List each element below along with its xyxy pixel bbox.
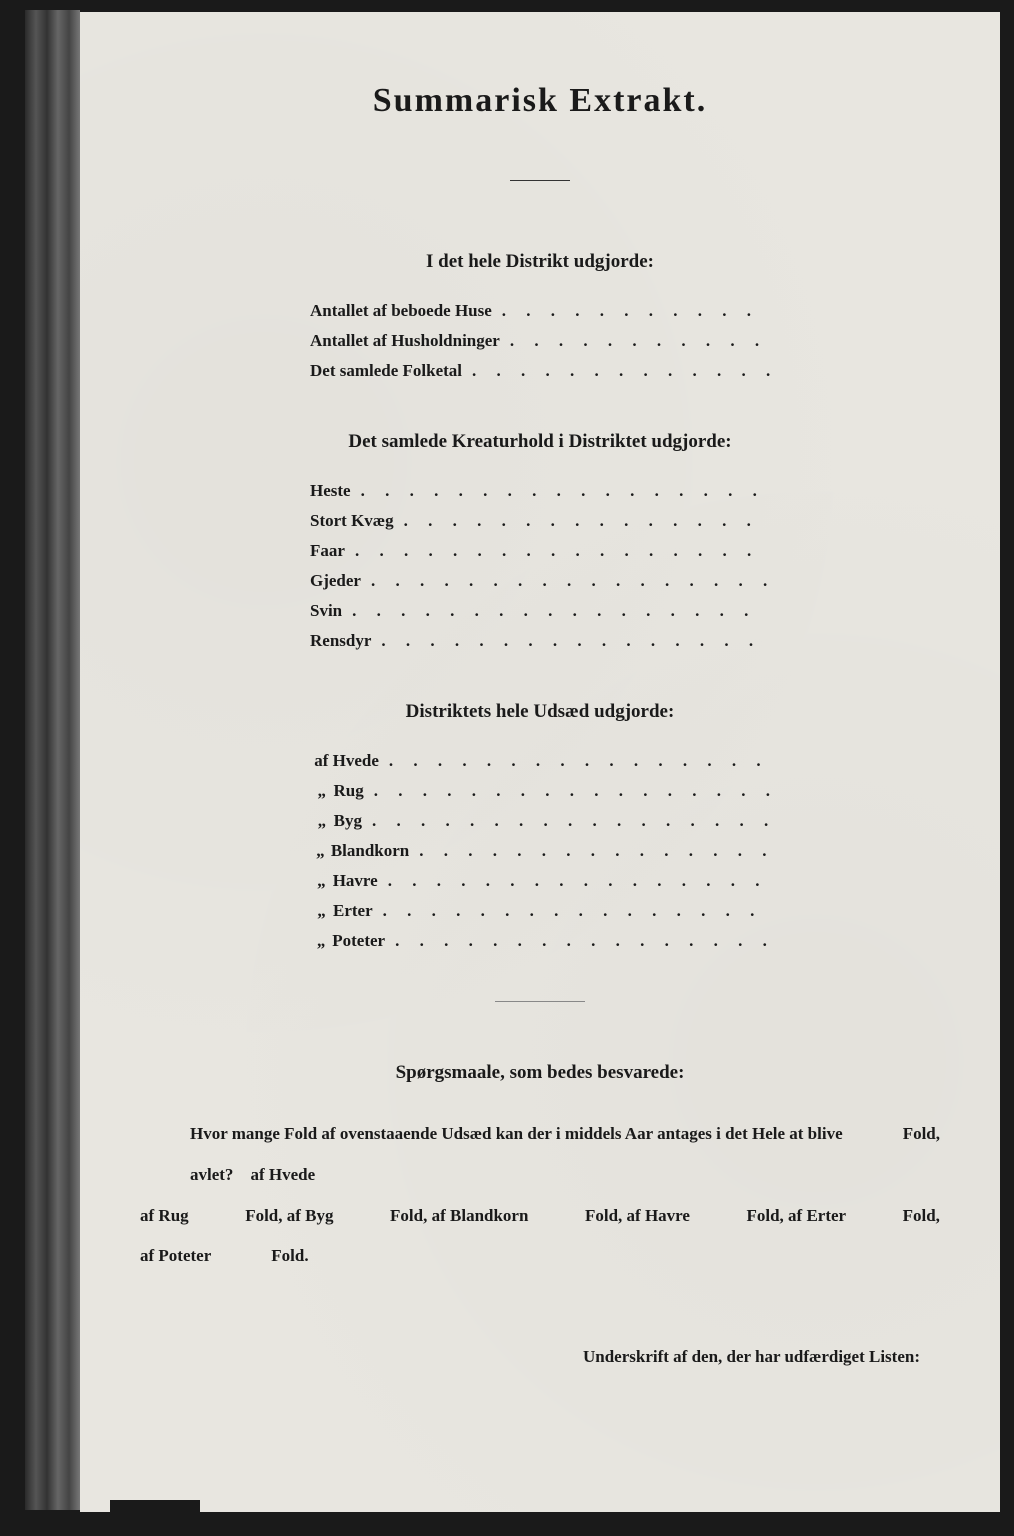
section3-block: af Hvede . . . . . . . . . . . . . . . .… (310, 751, 770, 951)
row-label: Antallet af beboede Huse (310, 301, 492, 321)
ditto-prefix: „ (310, 901, 333, 921)
leader-dots: . . . . . . . . . . . . . . . . . (385, 931, 770, 951)
section2-heading: Det samlede Kreaturhold i Distriktet udg… (130, 431, 950, 453)
row-label: Poteter (332, 931, 385, 951)
leader-dots: . . . . . . . . . . . . . . . . . (378, 871, 770, 891)
list-item: „ Blandkorn . . . . . . . . . . . . . . … (310, 841, 770, 861)
list-item: Det samlede Folketal . . . . . . . . . .… (310, 361, 770, 381)
list-item: Antallet af Husholdninger . . . . . . . … (310, 331, 770, 351)
ditto-prefix: „ (310, 841, 331, 861)
ditto-prefix: „ (310, 871, 333, 891)
row-label: Stort Kvæg (310, 511, 394, 531)
list-item: Rensdyr . . . . . . . . . . . . . . . . … (310, 631, 770, 651)
leader-dots: . . . . . . . . . . . . . . . . . (394, 511, 770, 531)
question-text: Hvor mange Fold af ovenstaaende Udsæd ka… (140, 1114, 863, 1196)
row-label: Hvede (333, 751, 379, 771)
fold-label: Fold, (903, 1196, 940, 1237)
section1-heading: I det hele Distrikt udgjorde: (130, 251, 950, 273)
list-item: Faar . . . . . . . . . . . . . . . . . (310, 541, 770, 561)
page-title: Summarisk Extrakt. (130, 82, 950, 120)
question-item: Fold, af Blandkorn (390, 1196, 528, 1237)
question-item: af Rug (140, 1196, 189, 1237)
question-item: af Poteter (140, 1236, 211, 1277)
leader-dots: . . . . . . . . . . . . . . . . . (371, 631, 770, 651)
leader-dots: . . . . . . . . . . . . . . . . . (462, 361, 770, 381)
list-item: „ Erter . . . . . . . . . . . . . . . . … (310, 901, 770, 921)
questions-block: Hvor mange Fold af ovenstaaende Udsæd ka… (130, 1114, 950, 1277)
list-item: „ Byg . . . . . . . . . . . . . . . . . (310, 811, 770, 831)
leader-dots: . . . . . . . . . . . . . . . . . (342, 601, 770, 621)
leader-dots: . . . . . . . . . . . . . . . . . (500, 331, 770, 351)
list-item: Antallet af beboede Huse . . . . . . . .… (310, 301, 770, 321)
question-item: Fold, af Havre (585, 1196, 690, 1237)
leader-dots: . . . . . . . . . . . . . . . . . (345, 541, 770, 561)
row-label: Gjeder (310, 571, 361, 591)
document-page: Summarisk Extrakt. I det hele Distrikt u… (80, 12, 1000, 1512)
signature-line: Underskrift af den, der har udfærdiget L… (130, 1347, 950, 1367)
row-label: Det samlede Folketal (310, 361, 462, 381)
leader-dots: . . . . . . . . . . . . . . . . . (361, 571, 770, 591)
section1-block: Antallet af beboede Huse . . . . . . . .… (310, 301, 770, 381)
ditto-prefix: „ (310, 811, 334, 831)
leader-dots: . . . . . . . . . . . . . . . . . (379, 751, 770, 771)
row-label: Faar (310, 541, 345, 561)
ditto-prefix: af (310, 751, 333, 771)
row-label: Antallet af Husholdninger (310, 331, 500, 351)
questions-heading: Spørgsmaale, som bedes besvarede: (130, 1062, 950, 1084)
book-binding (25, 10, 80, 1510)
question-item: Fold, af Erter (746, 1196, 846, 1237)
leader-dots: . . . . . . . . . . . . . . . . . (364, 781, 770, 801)
list-item: Gjeder . . . . . . . . . . . . . . . . . (310, 571, 770, 591)
divider (495, 1001, 585, 1002)
row-label: Havre (333, 871, 378, 891)
leader-dots: . . . . . . . . . . . . . . . . . (373, 901, 770, 921)
leader-dots: . . . . . . . . . . . . . . . . . (492, 301, 770, 321)
question-item: af Hvede (250, 1165, 315, 1184)
ditto-prefix: „ (310, 781, 334, 801)
list-item: „ Poteter . . . . . . . . . . . . . . . … (310, 931, 770, 951)
question-item: Fold, af Byg (245, 1196, 333, 1237)
list-item: af Hvede . . . . . . . . . . . . . . . .… (310, 751, 770, 771)
row-label: Blandkorn (331, 841, 409, 861)
list-item: Stort Kvæg . . . . . . . . . . . . . . .… (310, 511, 770, 531)
row-label: Byg (334, 811, 362, 831)
leader-dots: . . . . . . . . . . . . . . . . . (362, 811, 770, 831)
list-item: „ Rug . . . . . . . . . . . . . . . . . (310, 781, 770, 801)
row-label: Svin (310, 601, 342, 621)
list-item: Heste . . . . . . . . . . . . . . . . . (310, 481, 770, 501)
leader-dots: . . . . . . . . . . . . . . . . . (409, 841, 770, 861)
row-label: Rug (334, 781, 364, 801)
fold-label: Fold, (863, 1114, 940, 1196)
leader-dots: . . . . . . . . . . . . . . . . . (351, 481, 770, 501)
row-label: Rensdyr (310, 631, 371, 651)
section3-heading: Distriktets hele Udsæd udgjorde: (130, 701, 950, 723)
fold-label: Fold. (271, 1236, 308, 1277)
list-item: Svin . . . . . . . . . . . . . . . . . (310, 601, 770, 621)
row-label: Erter (333, 901, 373, 921)
scan-tab (110, 1500, 200, 1530)
ditto-prefix: „ (310, 931, 332, 951)
list-item: „ Havre . . . . . . . . . . . . . . . . … (310, 871, 770, 891)
question-line: af Poteter Fold. (140, 1236, 940, 1277)
divider (510, 180, 570, 181)
section2-block: Heste . . . . . . . . . . . . . . . . . … (310, 481, 770, 651)
question-line: af Rug Fold, af Byg Fold, af Blandkorn F… (140, 1196, 940, 1237)
row-label: Heste (310, 481, 351, 501)
question-line: Hvor mange Fold af ovenstaaende Udsæd ka… (140, 1114, 940, 1196)
